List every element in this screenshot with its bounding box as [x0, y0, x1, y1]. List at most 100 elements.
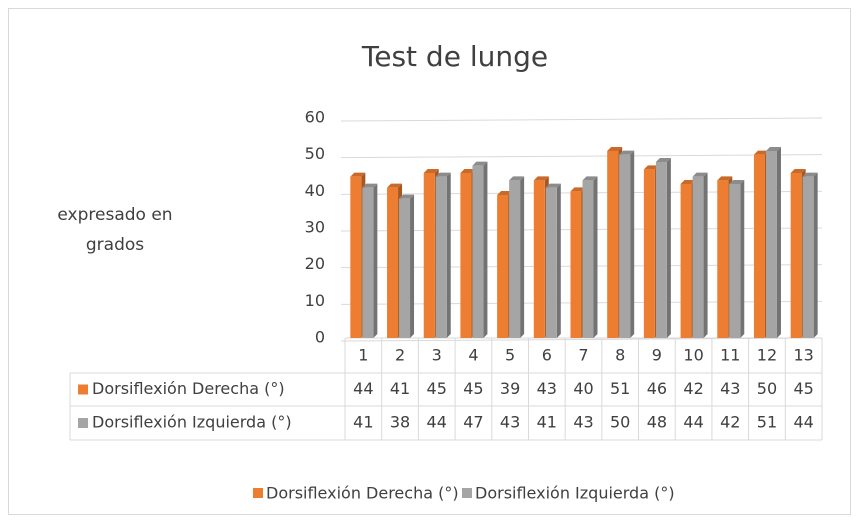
legend-label: Dorsiflexión Derecha (°)	[266, 484, 459, 503]
y-tick-label: 10	[305, 291, 325, 310]
y-tick-label: 60	[305, 108, 325, 127]
bar-top	[362, 183, 378, 188]
x-tick-label: 7	[578, 346, 588, 365]
bar	[350, 176, 362, 338]
bar-top	[582, 176, 598, 181]
bar	[765, 151, 777, 338]
x-tick-label: 9	[652, 346, 662, 365]
bar	[423, 173, 435, 338]
table-value: 45	[793, 379, 813, 398]
bar-top	[460, 169, 476, 173]
bar-top	[423, 169, 439, 173]
bar-side	[446, 172, 451, 338]
table-value: 44	[427, 413, 447, 432]
y-tick-label: 40	[305, 181, 325, 200]
bar	[655, 162, 667, 338]
table-value: 42	[683, 379, 703, 398]
table-value: 41	[537, 413, 557, 432]
bar-top	[643, 165, 659, 170]
bar-side	[556, 183, 561, 338]
bar-top	[545, 183, 561, 188]
table-value: 44	[793, 413, 813, 432]
y-tick-label: 20	[305, 254, 325, 273]
legend-key	[462, 488, 472, 498]
bar-top	[655, 158, 671, 162]
bar-top	[570, 187, 586, 192]
bar-top	[729, 180, 745, 184]
table-value: 45	[427, 379, 447, 398]
legend-label: Dorsiflexión Izquierda (°)	[475, 484, 675, 503]
legend-key	[253, 488, 263, 498]
table-value: 50	[610, 413, 630, 432]
bar-top	[619, 150, 635, 155]
table-value: 38	[390, 413, 410, 432]
bar	[680, 184, 692, 338]
y-tick-label: 50	[305, 144, 325, 163]
table-row-label: Dorsiflexión Izquierda (°)	[92, 413, 292, 432]
table-value: 46	[647, 379, 667, 398]
bar-side	[483, 161, 488, 338]
bar-side	[630, 150, 635, 338]
bar-side	[410, 194, 415, 338]
bar	[643, 169, 655, 338]
bar	[717, 180, 729, 338]
bar-top	[533, 176, 549, 181]
bar-top	[435, 172, 451, 177]
bar	[790, 173, 802, 338]
grid-line	[340, 117, 823, 122]
bar	[497, 195, 509, 338]
bar	[582, 180, 594, 338]
bar-side	[813, 172, 818, 338]
x-tick-label: 11	[720, 346, 740, 365]
bar	[387, 187, 399, 338]
x-tick-label: 10	[683, 346, 703, 365]
table-value: 42	[720, 413, 740, 432]
bar	[570, 191, 582, 338]
bar-side	[666, 158, 671, 338]
bar-side	[776, 147, 781, 338]
bar-side	[703, 172, 708, 338]
grid-line	[340, 154, 823, 159]
bar	[545, 187, 557, 338]
bar	[362, 187, 374, 338]
bar	[607, 151, 619, 338]
x-tick-label: 1	[358, 346, 368, 365]
bar-top	[350, 172, 366, 177]
x-tick-label: 4	[468, 346, 478, 365]
x-tick-label: 5	[505, 346, 515, 365]
bar-side	[593, 176, 598, 338]
bar	[399, 198, 411, 338]
bar-top	[509, 176, 525, 181]
table-value: 41	[390, 379, 410, 398]
bar	[619, 154, 631, 338]
y-tick-label: 0	[315, 328, 325, 347]
bar-top	[802, 172, 818, 177]
bar	[435, 176, 447, 338]
bar	[533, 180, 545, 338]
x-tick-label: 8	[615, 346, 625, 365]
table-value: 43	[537, 379, 557, 398]
table-value: 50	[757, 379, 777, 398]
y-axis-label: expresado en grados	[57, 205, 173, 255]
x-tick-label: 13	[793, 346, 813, 365]
table-value: 40	[573, 379, 593, 398]
bar-top	[692, 172, 708, 177]
table-value: 44	[683, 413, 703, 432]
x-tick-label: 2	[395, 346, 405, 365]
table-value: 47	[463, 413, 483, 432]
table-value: 43	[500, 413, 520, 432]
table-value: 45	[463, 379, 483, 398]
table-value: 41	[353, 413, 373, 432]
bar-top	[680, 180, 696, 184]
bar	[692, 176, 704, 338]
bar	[753, 154, 765, 338]
x-tick-label: 12	[757, 346, 777, 365]
table-value: 39	[500, 379, 520, 398]
bar-top	[497, 191, 513, 195]
bar	[729, 184, 741, 338]
x-tick-label: 6	[542, 346, 552, 365]
bar-top	[717, 176, 733, 181]
bar	[802, 176, 814, 338]
